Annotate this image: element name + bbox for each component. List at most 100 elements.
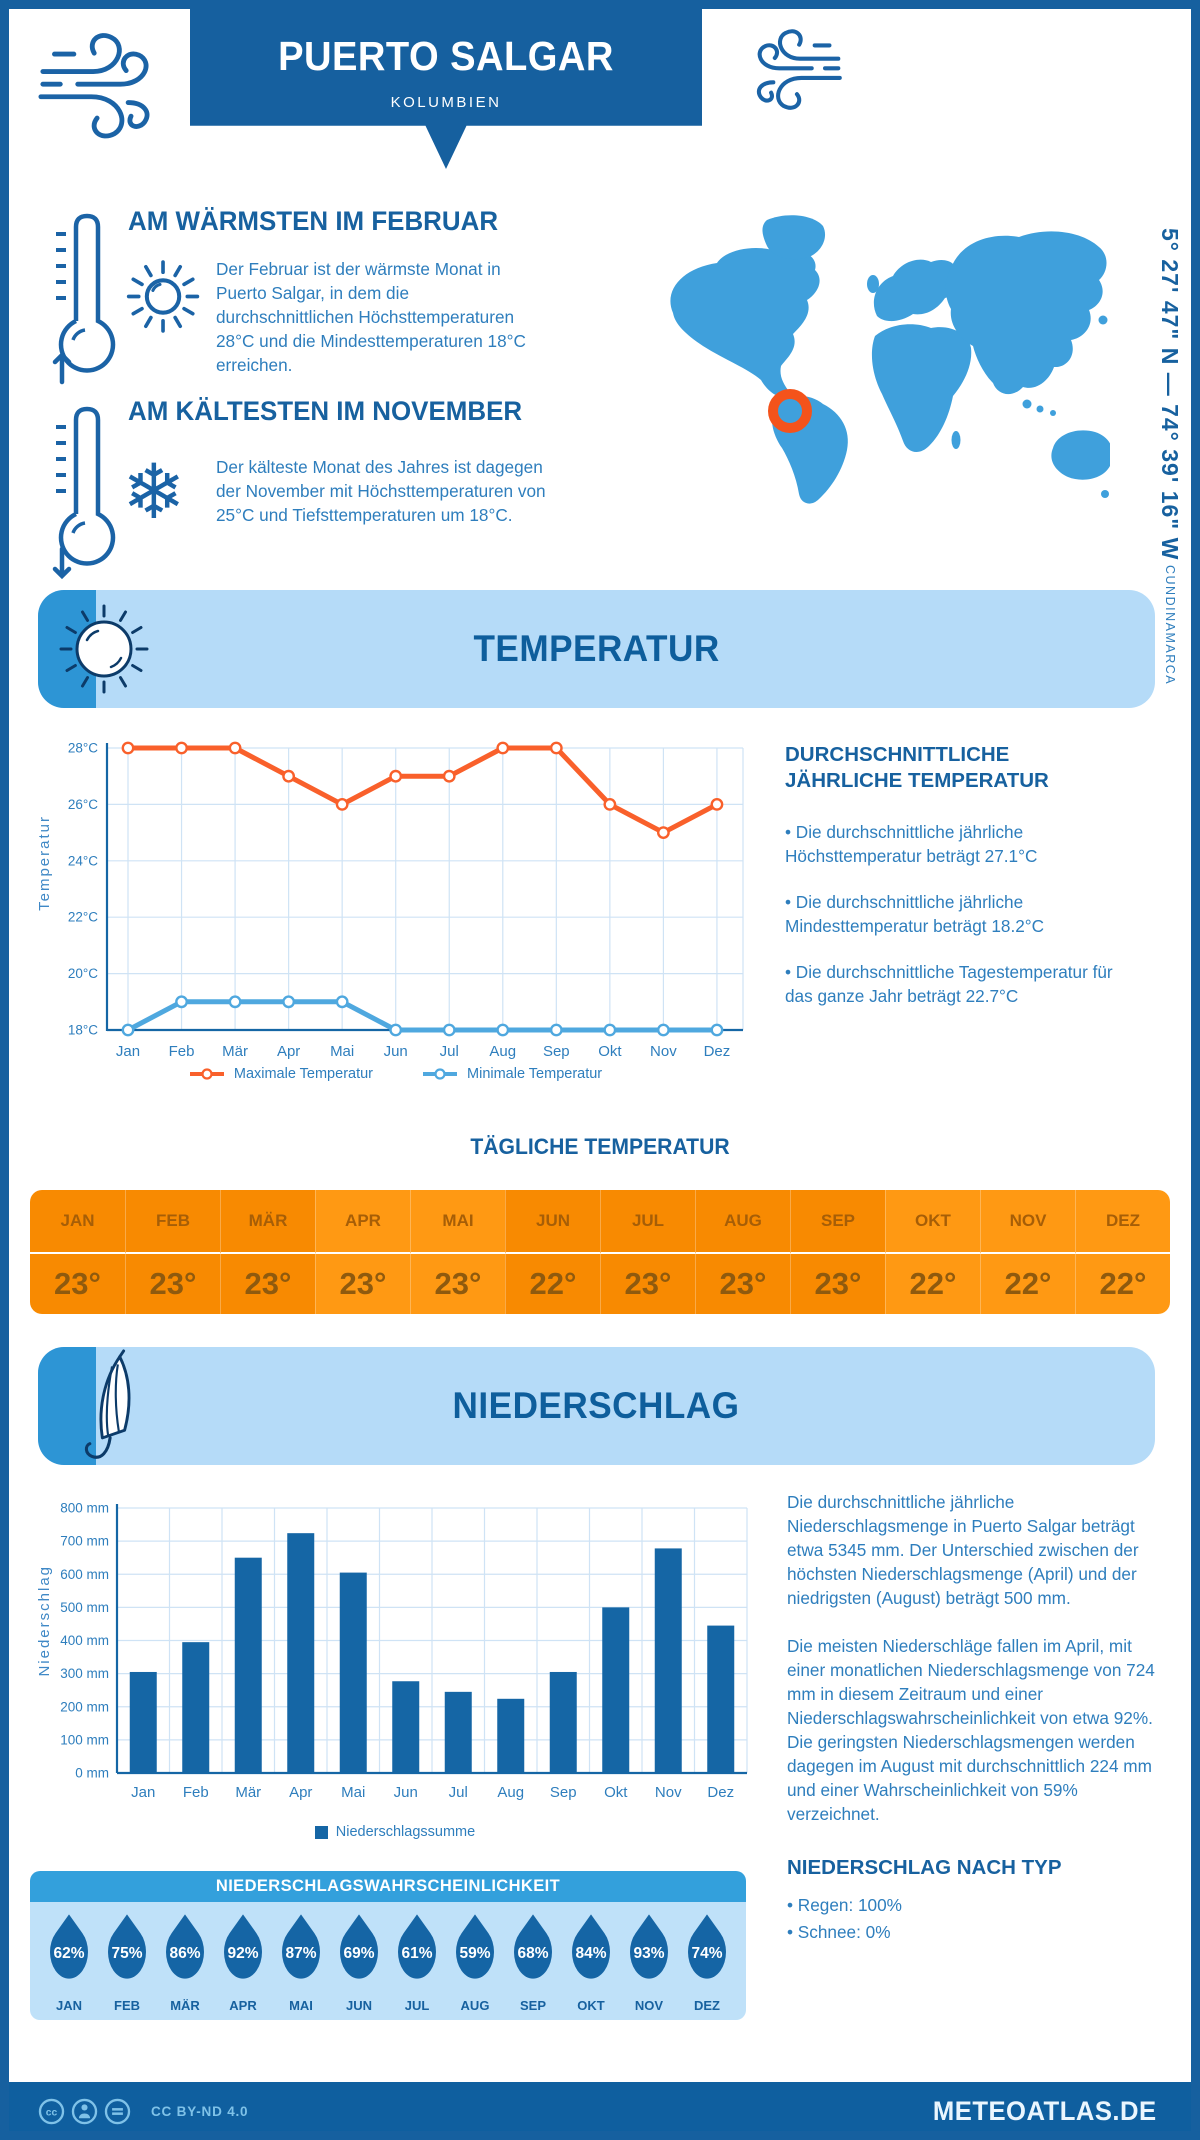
svg-text:Okt: Okt	[604, 1784, 628, 1801]
daily-value-cell: 22°	[980, 1254, 1075, 1314]
legend-item: Minimale Temperatur	[421, 1066, 602, 1082]
probability-column: 92% APR	[214, 1902, 272, 2020]
coordinates: 5° 27' 47" N — 74° 39' 16" W	[1157, 228, 1183, 561]
svg-text:24°C: 24°C	[68, 853, 98, 868]
daily-value-cell: 23°	[790, 1254, 885, 1314]
probability-value: 68%	[517, 1945, 549, 1962]
svg-text:Feb: Feb	[169, 1043, 195, 1060]
probability-month: APR	[229, 1998, 257, 2013]
no-derivatives-equals-icon	[104, 2098, 131, 2124]
daily-value-cell: 23°	[315, 1254, 410, 1314]
svg-text:500 mm: 500 mm	[60, 1600, 109, 1615]
legend-item: Maximale Temperatur	[188, 1066, 373, 1082]
daily-month-cell: OKT	[885, 1190, 980, 1254]
precipitation-paragraph: Die meisten Niederschläge fallen im Apri…	[787, 1636, 1155, 1824]
precipitation-type-bullet: • Schnee: 0%	[787, 1922, 891, 1942]
precipitation-chart-legend: Niederschlagssumme	[30, 1824, 760, 1840]
svg-text:Mär: Mär	[222, 1043, 248, 1060]
probability-month: DEZ	[694, 1998, 720, 2013]
svg-text:Mai: Mai	[330, 1043, 354, 1060]
svg-text:Jun: Jun	[394, 1784, 418, 1801]
footer: cc CC BY-ND 4.0 METEOATLAS.DE	[0, 2082, 1200, 2140]
attribution-person-icon	[71, 2098, 98, 2124]
svg-text:Okt: Okt	[598, 1043, 622, 1060]
probability-value: 75%	[111, 1945, 143, 1962]
probability-month: MAI	[289, 1998, 313, 2013]
svg-text:Aug: Aug	[497, 1784, 524, 1801]
svg-text:200 mm: 200 mm	[60, 1699, 109, 1714]
daily-temperature-table: JAN FEB MÄR APR MAI JUN JUL AUG SEP OKT NOV DEZ 23° 2…	[30, 1190, 1170, 1314]
temperature-bullet: • Die durchschnittliche jährliche Mindes…	[785, 892, 1045, 936]
svg-text:Sep: Sep	[543, 1043, 570, 1060]
svg-text:Nov: Nov	[655, 1784, 682, 1801]
probability-month: NOV	[634, 1998, 664, 2013]
temperature-chart-legend: Maximale Temperatur Minimale Temperatur	[30, 1066, 760, 1082]
probability-month: AUG	[460, 1998, 490, 2013]
daily-value-cell: 23°	[600, 1254, 695, 1314]
probability-value: 92%	[227, 1945, 259, 1962]
daily-value-cell: 23°	[125, 1254, 220, 1314]
precipitation-probability-section: NIEDERSCHLAGSWAHRSCHEINLICHKEIT 62% JAN 75…	[30, 1871, 746, 2020]
region-label: CUNDINAMARCA	[1163, 564, 1177, 685]
probability-month: JAN	[55, 1998, 82, 2013]
probability-column: 86% MÄR	[156, 1902, 214, 2020]
temperature-stats-heading: DURCHSCHNITTLICHE JÄHRLICHE TEMPERATUR	[785, 743, 1049, 792]
svg-text:22°C: 22°C	[68, 910, 98, 925]
wind-icon	[38, 33, 150, 139]
warmest-heading: AM WÄRMSTEN IM FEBRUAR	[128, 206, 499, 236]
daily-value-cell: 23°	[410, 1254, 505, 1314]
svg-text:Mai: Mai	[341, 1784, 365, 1801]
probability-value: 69%	[343, 1945, 375, 1962]
svg-text:18°C: 18°C	[68, 1023, 98, 1038]
snowflake-icon: ❄	[122, 450, 186, 535]
probability-month: JUN	[345, 1998, 372, 2013]
svg-text:700 mm: 700 mm	[60, 1534, 109, 1549]
daily-month-cell: MÄR	[220, 1190, 315, 1254]
page-subtitle: KOLUMBIEN	[390, 94, 502, 111]
svg-text:cc: cc	[46, 2107, 58, 2118]
probability-value: 86%	[169, 1945, 201, 1962]
probability-column: 84% OKT	[562, 1902, 620, 2020]
daily-month-cell: APR	[315, 1190, 410, 1254]
precipitation-paragraph: Die durchschnittliche jährliche Niedersc…	[787, 1492, 1139, 1608]
world-map	[670, 215, 1110, 504]
daily-value-cell: 22°	[1075, 1254, 1170, 1314]
probability-month: FEB	[114, 1998, 140, 2013]
probability-month: SEP	[519, 1998, 546, 2013]
probability-column: 62% JAN	[40, 1902, 98, 2020]
daily-month-cell: JAN	[30, 1190, 125, 1254]
svg-text:100 mm: 100 mm	[60, 1732, 109, 1747]
precipitation-type-heading: NIEDERSCHLAG NACH TYP	[787, 1856, 1062, 1879]
umbrella-icon	[84, 1349, 131, 1459]
daily-month-cell: AUG	[695, 1190, 790, 1254]
legend-item: Niederschlagssumme	[314, 1824, 475, 1840]
svg-text:26°C: 26°C	[68, 797, 98, 812]
coordinates-block: 5° 27' 47" N — 74° 39' 16" W CUNDINAMARC…	[1156, 228, 1183, 685]
probability-column: 75% FEB	[98, 1902, 156, 2020]
svg-text:Jun: Jun	[384, 1043, 408, 1060]
svg-text:Dez: Dez	[704, 1043, 731, 1060]
warmest-text: Der Februar ist der wärmste Monat in Pue…	[216, 259, 526, 375]
license-label: CC BY-ND 4.0	[151, 2103, 249, 2119]
precipitation-text: Die durchschnittliche jährliche Niedersc…	[787, 1490, 1165, 1946]
svg-text:400 mm: 400 mm	[60, 1633, 109, 1648]
temperature-banner: TEMPERATUR	[38, 590, 1155, 708]
daily-temperature-heading: TÄGLICHE TEMPERATUR	[470, 1134, 730, 1159]
probability-value: 84%	[575, 1945, 607, 1962]
svg-text:Mär: Mär	[235, 1784, 261, 1801]
daily-value-cell: 23°	[695, 1254, 790, 1314]
daily-value-cell: 23°	[220, 1254, 315, 1314]
precipitation-chart: 0 mm 100 mm 200 mm 300 mm 400 mm 500 mm 600 mm…	[60, 1501, 748, 1801]
probability-column: 69% JUN	[330, 1902, 388, 2020]
probability-value: 93%	[633, 1945, 665, 1962]
temperature-bullet: • Die durchschnittliche jährliche Höchst…	[785, 822, 1038, 866]
svg-text:800 mm: 800 mm	[60, 1501, 109, 1516]
svg-text:Apr: Apr	[289, 1784, 312, 1801]
probability-value: 87%	[285, 1945, 317, 1962]
sun-banner-icon	[59, 604, 149, 694]
probability-month: JUL	[404, 1998, 430, 2013]
temperature-bullet: • Die durchschnittliche Tagestemperatur …	[785, 962, 1113, 1006]
svg-text:600 mm: 600 mm	[60, 1567, 109, 1582]
probability-column: 59% AUG	[446, 1902, 504, 2020]
svg-text:Apr: Apr	[277, 1043, 300, 1060]
